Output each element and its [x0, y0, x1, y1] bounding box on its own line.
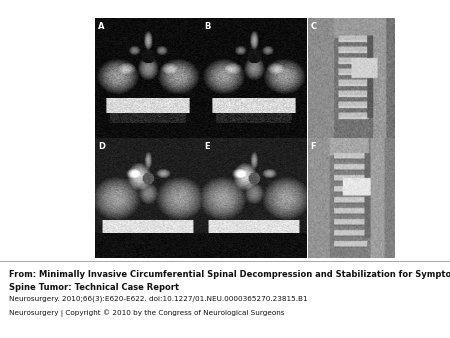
Text: C: C	[310, 22, 317, 31]
Text: E: E	[204, 142, 210, 151]
Text: Neurosurgery. 2010;66(3):E620-E622. doi:10.1227/01.NEU.0000365270.23815.B1: Neurosurgery. 2010;66(3):E620-E622. doi:…	[9, 296, 308, 303]
Text: D: D	[98, 142, 105, 151]
Text: B: B	[204, 22, 211, 31]
Text: Neurosurgery | Copyright © 2010 by the Congress of Neurological Surgeons: Neurosurgery | Copyright © 2010 by the C…	[9, 309, 284, 317]
Text: Spine Tumor: Technical Case Report: Spine Tumor: Technical Case Report	[9, 283, 179, 292]
Text: From: Minimally Invasive Circumferential Spinal Decompression and Stabilization : From: Minimally Invasive Circumferential…	[9, 270, 450, 279]
Text: F: F	[310, 142, 316, 151]
Text: A: A	[98, 22, 105, 31]
